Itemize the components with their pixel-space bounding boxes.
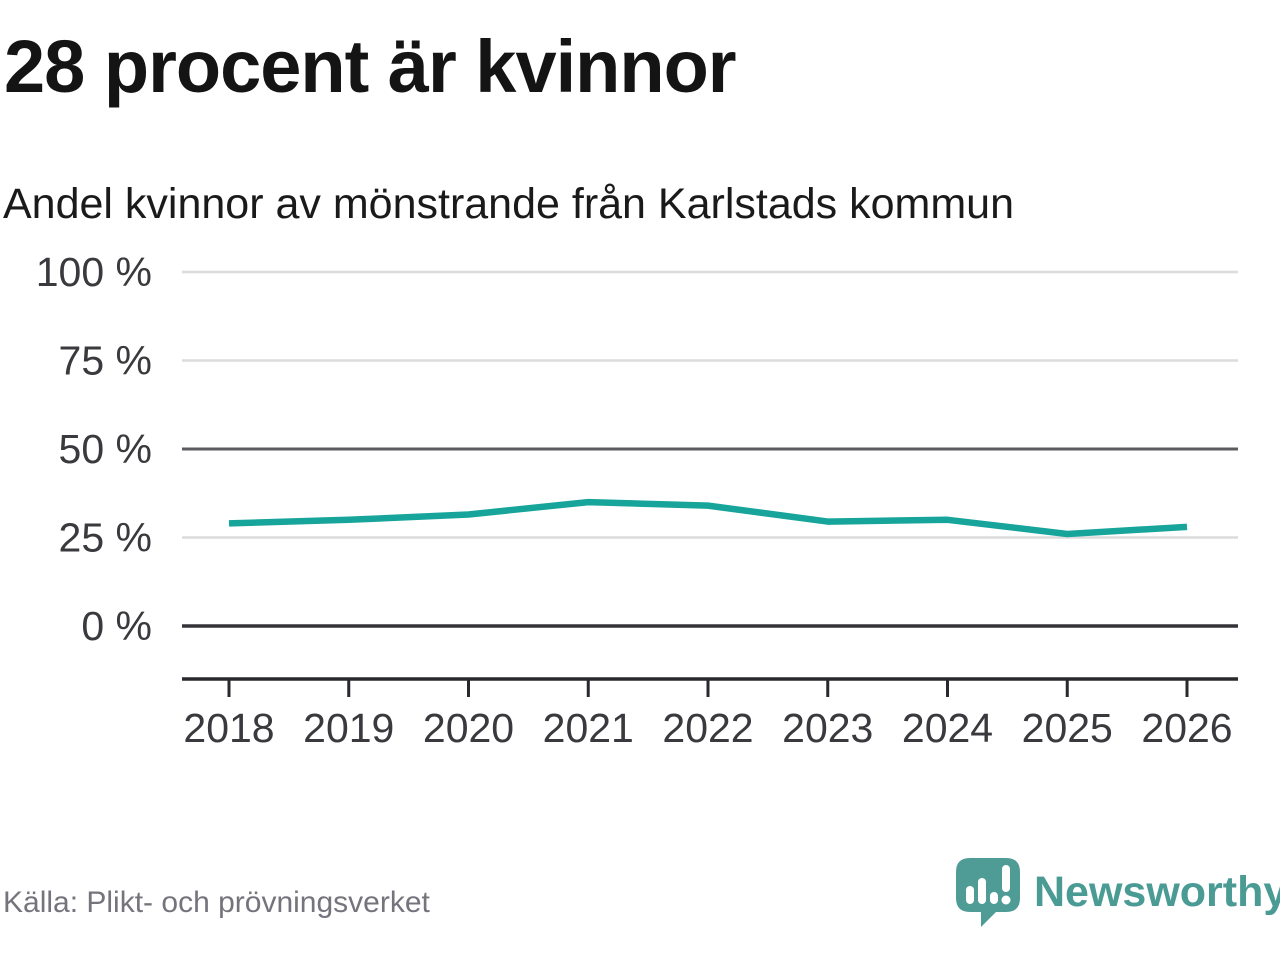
y-axis-tick-label: 0 %: [81, 603, 152, 649]
x-axis-tick-label: 2023: [782, 705, 873, 751]
x-axis-tick-label: 2022: [662, 705, 753, 751]
chart-subtitle: Andel kvinnor av mönstrande från Karlsta…: [3, 180, 1014, 228]
y-axis-tick-label: 75 %: [59, 338, 152, 384]
y-axis-tick-label: 100 %: [36, 250, 152, 295]
newsworthy-bubble-chart-icon: [956, 858, 1020, 927]
line-chart: 100 % 75 % 50 % 25 % 0 % 2018 2019 2020 2021 2022…: [36, 250, 1238, 751]
x-axis-tick-label: 2021: [543, 705, 634, 751]
y-axis-tick-label: 50 %: [59, 426, 152, 472]
chart-title: 28 procent är kvinnor: [4, 25, 737, 108]
newsworthy-logo: Newsworthy: [954, 856, 1280, 928]
x-axis-tick-label: 2024: [902, 705, 993, 751]
x-axis-tick-label: 2018: [183, 705, 274, 751]
source-note: Källa: Plikt- och prövningsverket: [3, 886, 430, 919]
x-axis-tick-label: 2019: [303, 705, 394, 751]
x-axis-tick-label: 2025: [1022, 705, 1113, 751]
y-axis-tick-label: 25 %: [59, 515, 152, 561]
newsworthy-wordmark: Newsworthy: [1034, 867, 1280, 916]
data-line: [228, 498, 1188, 538]
x-axis-tick-label: 2020: [423, 705, 514, 751]
x-axis-tick-label: 2026: [1141, 705, 1232, 751]
